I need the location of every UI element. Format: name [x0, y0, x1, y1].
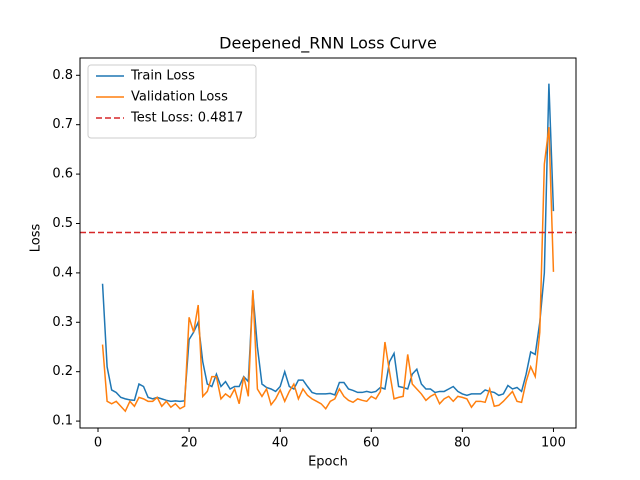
line-series	[101, 83, 555, 403]
legend-box	[87, 64, 257, 139]
legend-label: Train Loss	[130, 69, 195, 84]
y-axis-label: Loss	[29, 224, 44, 253]
x-tick-label: 60	[363, 436, 380, 451]
plot-frame	[79, 57, 577, 429]
legend-label: Test Loss: 0.4817	[130, 111, 243, 126]
y-tick-label: 0.1	[52, 414, 73, 429]
y-tick-label: 0.5	[52, 216, 73, 231]
x-axis-label: Epoch	[308, 455, 348, 470]
line-series	[101, 127, 555, 413]
chart-title: Deepened_RNN Loss Curve	[219, 34, 437, 54]
y-tick-label: 0.3	[52, 315, 73, 330]
y-tick-label: 0.6	[52, 167, 73, 182]
y-tick-label: 0.2	[52, 364, 73, 379]
x-tick-label: 40	[272, 436, 289, 451]
legend-label: Validation Loss	[131, 90, 228, 105]
y-tick-label: 0.8	[52, 68, 73, 83]
x-tick-label: 80	[454, 436, 471, 451]
x-tick-label: 100	[541, 436, 566, 451]
y-tick-label: 0.7	[52, 117, 73, 132]
y-tick-label: 0.4	[52, 265, 73, 280]
x-tick-label: 0	[94, 436, 102, 451]
x-tick-label: 20	[181, 436, 198, 451]
